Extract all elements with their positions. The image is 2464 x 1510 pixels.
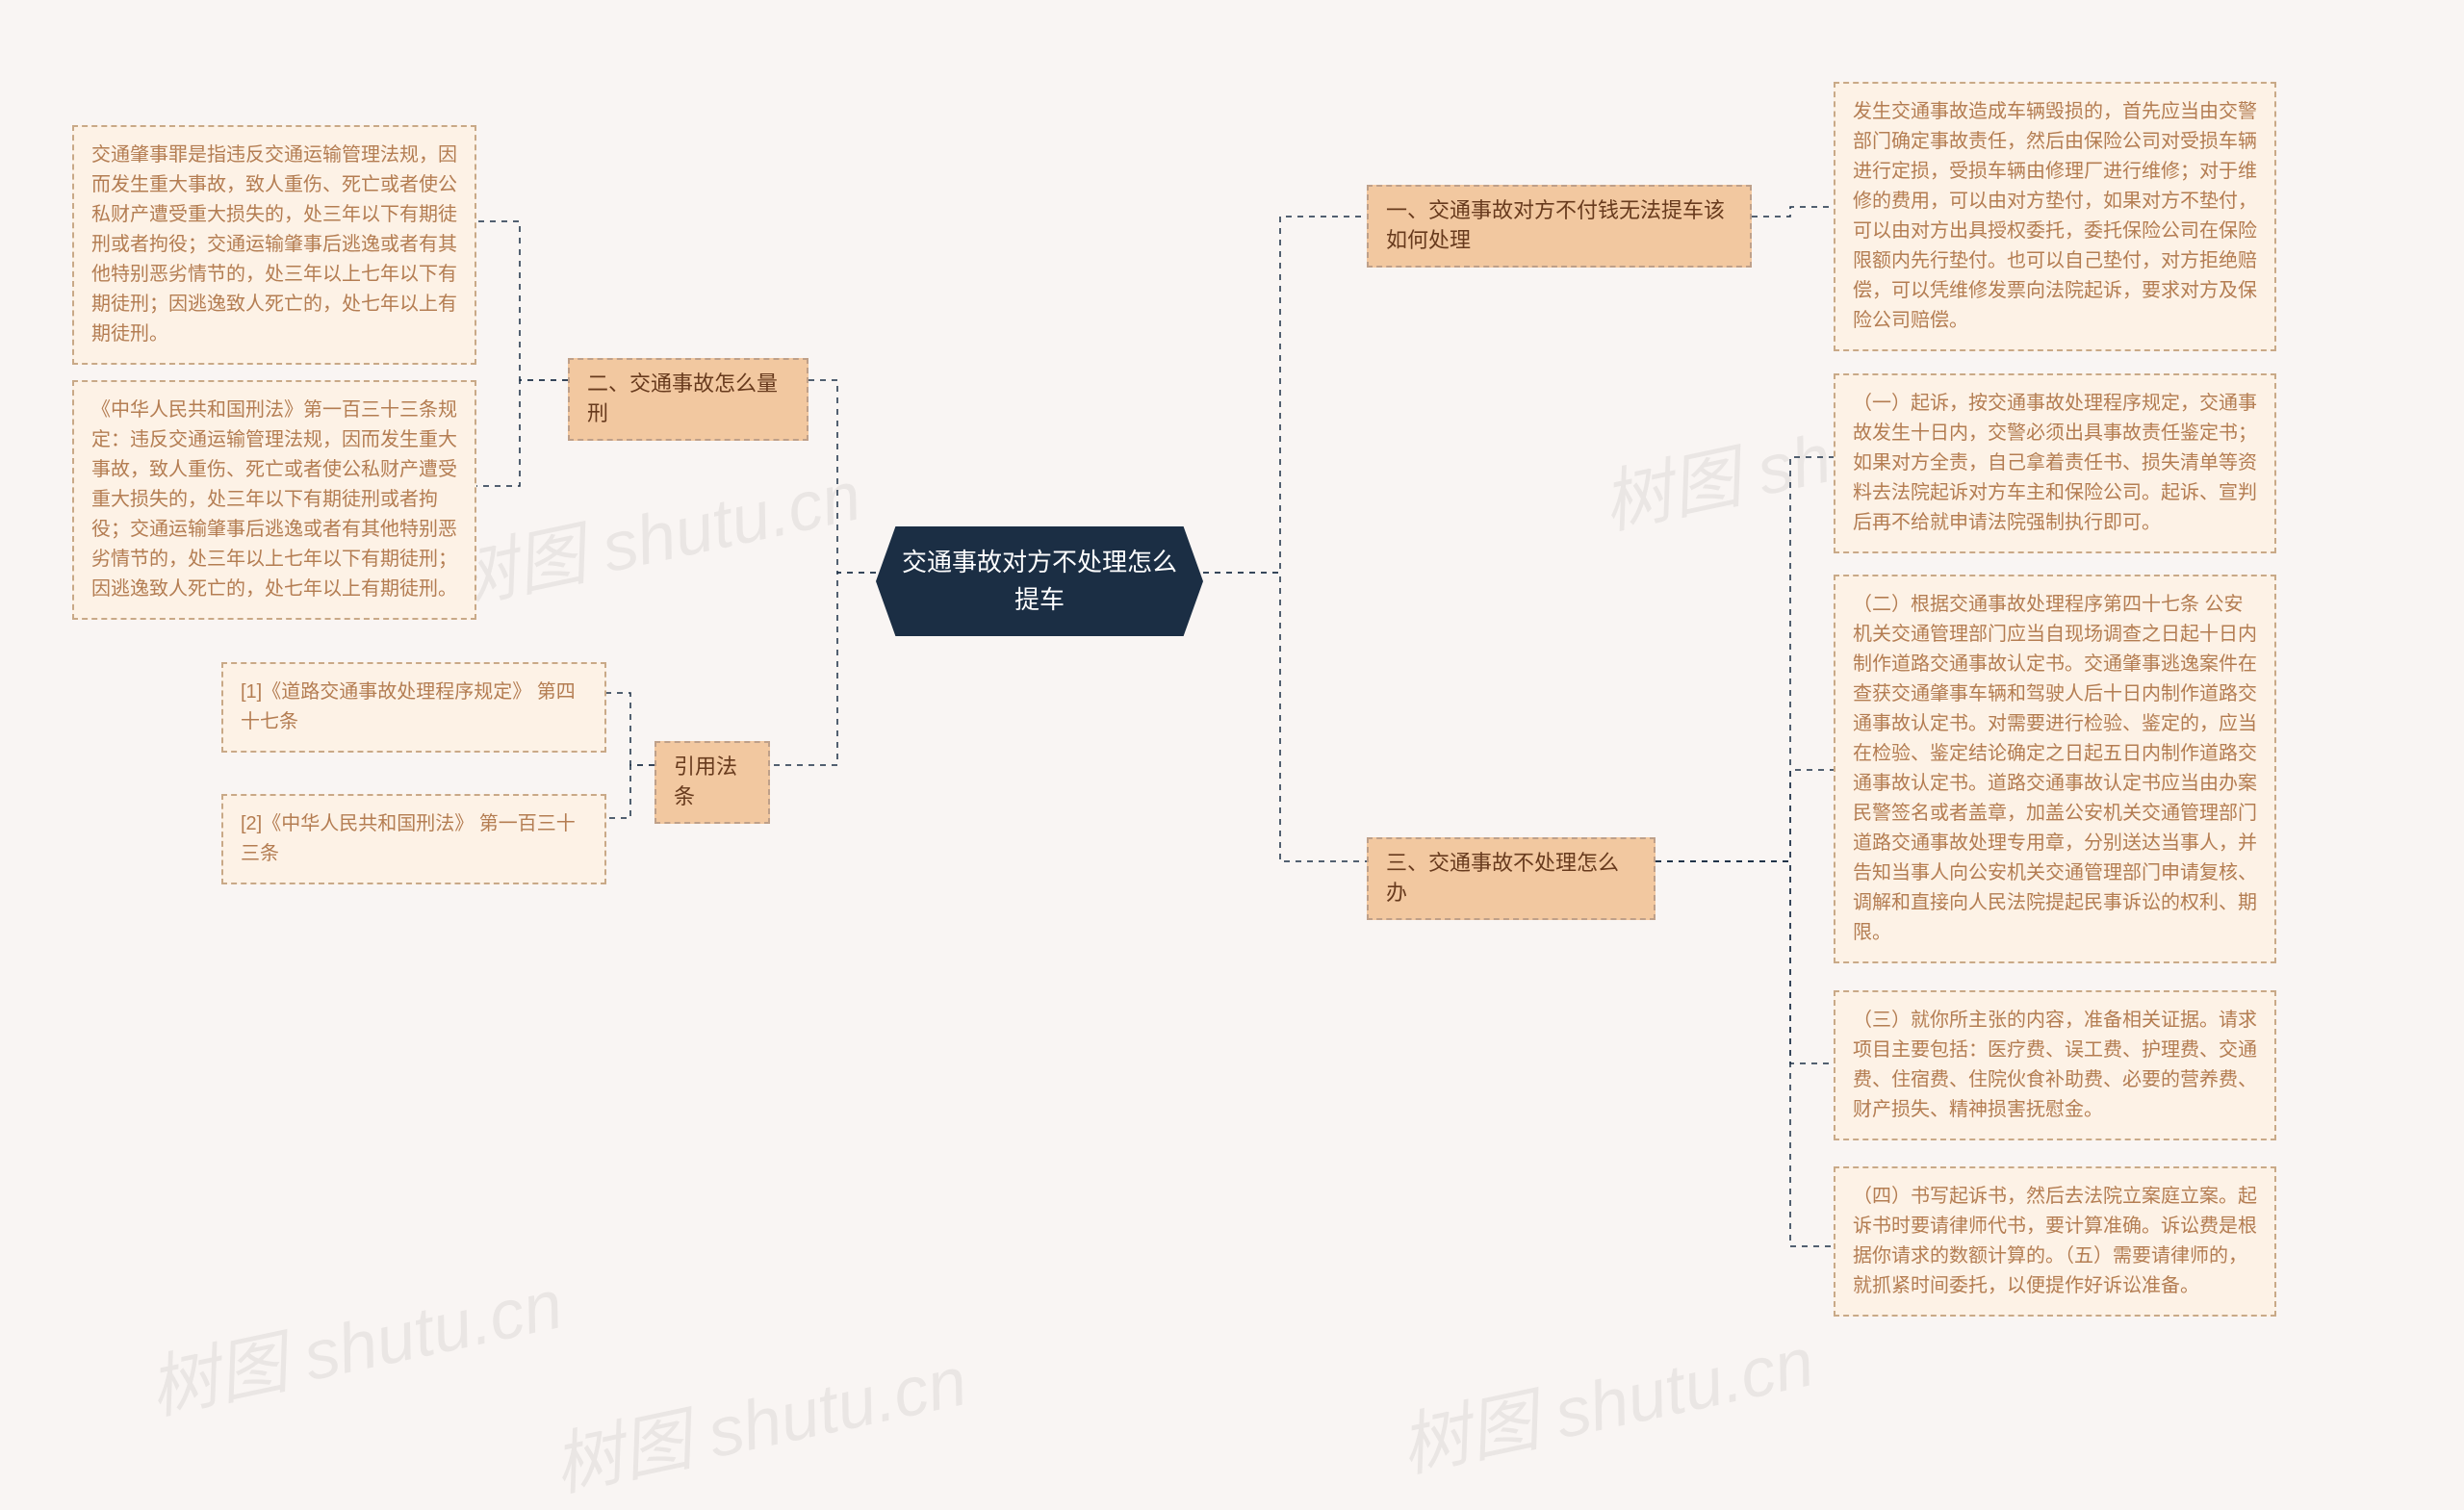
watermark: 树图 shutu.cn [1390, 1305, 1821, 1491]
leaf-4b: [2]《中华人民共和国刑法》 第一百三十三条 [221, 794, 606, 884]
branch-3: 三、交通事故不处理怎么办 [1367, 837, 1656, 920]
leaf-4a: [1]《道路交通事故处理程序规定》 第四十七条 [221, 662, 606, 753]
leaf-3a: （一）起诉，按交通事故处理程序规定，交通事故发生十日内，交警必须出具事故责任鉴定… [1834, 373, 2276, 553]
leaf-2b: 《中华人民共和国刑法》第一百三十三条规定：违反交通运输管理法规，因而发生重大事故… [72, 380, 476, 620]
watermark: 树图 shutu.cn [139, 1247, 570, 1433]
leaf-2a: 交通肇事罪是指违反交通运输管理法规，因而发生重大事故，致人重伤、死亡或者使公私财… [72, 125, 476, 365]
branch-1: 一、交通事故对方不付钱无法提车该如何处理 [1367, 185, 1752, 268]
branch-2: 二、交通事故怎么量刑 [568, 358, 808, 441]
center-node: 交通事故对方不处理怎么提车 [876, 526, 1203, 636]
watermark: 树图 shutu.cn [543, 1324, 974, 1510]
leaf-3d: （四）书写起诉书，然后去法院立案庭立案。起诉书时要请律师代书，要计算准确。诉讼费… [1834, 1166, 2276, 1317]
branch-4: 引用法条 [654, 741, 770, 824]
leaf-3c: （三）就你所主张的内容，准备相关证据。请求项目主要包括：医疗费、误工费、护理费、… [1834, 990, 2276, 1140]
leaf-1: 发生交通事故造成车辆毁损的，首先应当由交警部门确定事故责任，然后由保险公司对受损… [1834, 82, 2276, 351]
watermark: 树图 shutu.cn [437, 439, 868, 625]
leaf-3b: （二）根据交通事故处理程序第四十七条 公安机关交通管理部门应当自现场调查之日起十… [1834, 575, 2276, 963]
